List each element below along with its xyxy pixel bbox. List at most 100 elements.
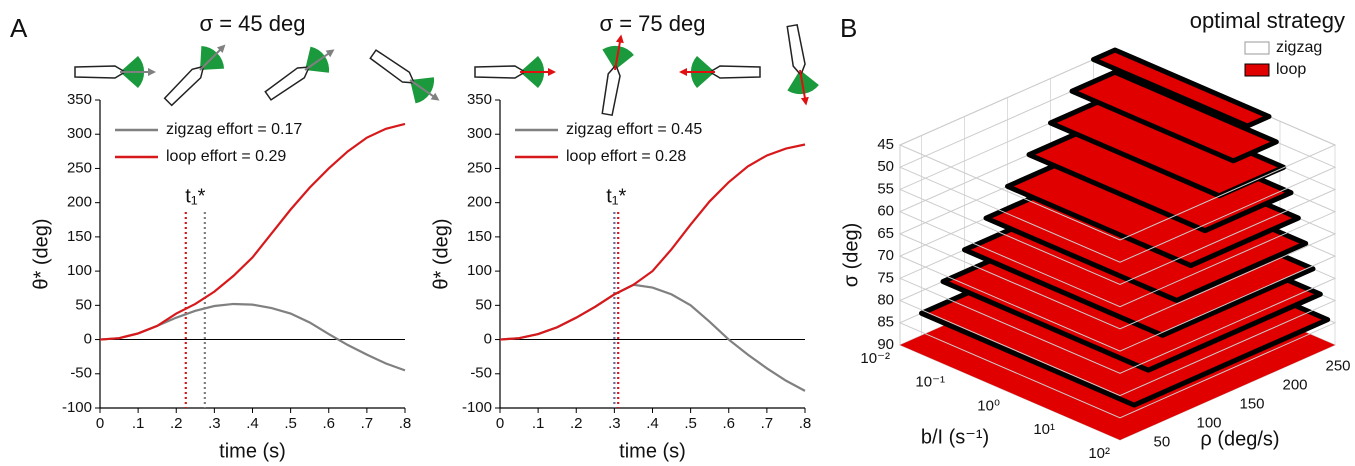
- y-axis-label: θ* (deg): [430, 218, 452, 289]
- icon-body: [474, 65, 527, 79]
- x-tick-label: 10⁻¹: [915, 374, 945, 391]
- icon: [601, 34, 634, 117]
- x-tick-label: .2: [170, 415, 183, 432]
- y-tick-label: 0: [484, 331, 492, 348]
- x-tick-label: 0: [96, 415, 104, 432]
- y-tick-label: 200: [467, 194, 492, 211]
- y-tick-label: 100: [467, 262, 492, 279]
- x-tick-label: .3: [608, 415, 621, 432]
- x-axis-label: time (s): [619, 440, 686, 462]
- legend-label: zigzag effort = 0.17: [166, 121, 302, 138]
- icon-arrow: [799, 69, 807, 102]
- series-line: [99, 122, 406, 341]
- series-line: [499, 143, 806, 341]
- x-tick-label: .7: [361, 415, 374, 432]
- series-line: [99, 302, 406, 372]
- y-tick-label: -50: [70, 365, 92, 382]
- chart-title: σ = 45 deg: [200, 11, 306, 36]
- x-tick-label: .6: [322, 415, 335, 432]
- legend-swatch: [1244, 63, 1270, 77]
- x-tick-label: .6: [722, 415, 735, 432]
- y-tick-label: 50: [75, 296, 92, 313]
- y-tick-label: 200: [67, 194, 92, 211]
- legend-label: loop effort = 0.29: [166, 148, 286, 165]
- legend-label: loop: [1276, 61, 1306, 78]
- icon-body: [264, 66, 311, 101]
- x-tick-label: .2: [570, 415, 583, 432]
- x-tick-label: 0: [496, 415, 504, 432]
- icon-arrowhead: [615, 34, 624, 44]
- x-axis-label: time (s): [219, 440, 286, 462]
- y-tick-label: 250: [1326, 357, 1351, 374]
- x-tick-label: 10⁻²: [860, 350, 890, 367]
- grid-plane: [898, 93, 1337, 285]
- y-axis-label: ρ (deg/s): [1200, 428, 1279, 450]
- icon-body: [369, 49, 416, 84]
- x-tick-label: 10²: [1088, 445, 1110, 462]
- z-tick-label: 50: [877, 158, 894, 175]
- x-tick-label: .1: [132, 415, 145, 432]
- y-tick-label: 150: [67, 228, 92, 245]
- x-tick-label: 10⁰: [977, 397, 1000, 414]
- x-tick-label: .1: [532, 415, 545, 432]
- icon-arrow: [614, 38, 622, 71]
- y-tick-label: 300: [467, 125, 492, 142]
- y-tick-label: 100: [1197, 414, 1222, 431]
- x-tick-label: .4: [646, 415, 659, 432]
- z-axis-label: σ (deg): [840, 223, 862, 288]
- loop-region: [1091, 47, 1272, 129]
- loop-region: [1069, 69, 1279, 164]
- z-tick-label: 80: [877, 292, 894, 309]
- z-tick-label: 75: [877, 269, 894, 286]
- y-tick-label: 150: [467, 228, 492, 245]
- icon: [163, 44, 226, 107]
- panel-label: A: [10, 13, 28, 43]
- y-tick-label: 250: [467, 159, 492, 176]
- icon: [679, 56, 761, 88]
- x-tick-label: .4: [246, 415, 259, 432]
- legend-swatch: [1244, 41, 1270, 55]
- x-tick-label: .8: [399, 415, 412, 432]
- icon-arrow: [304, 50, 332, 71]
- icon-arrowhead: [548, 68, 556, 76]
- x-tick-label: .3: [208, 415, 221, 432]
- icon: [786, 23, 819, 106]
- y-tick-label: 350: [67, 91, 92, 108]
- y-tick-label: 100: [67, 262, 92, 279]
- y-tick-label: 50: [475, 296, 492, 313]
- icon-body: [786, 23, 806, 77]
- x-axis-label: b/I (s⁻¹): [921, 426, 989, 448]
- icon-body: [601, 63, 621, 117]
- y-tick-label: 250: [67, 159, 92, 176]
- y-tick-label: 300: [67, 125, 92, 142]
- icon-body: [163, 65, 205, 107]
- icon: [74, 56, 156, 88]
- y-tick-label: 0: [84, 331, 92, 348]
- series-line: [499, 283, 806, 392]
- icon-arrowhead: [679, 68, 687, 76]
- z-tick-label: 55: [877, 180, 894, 197]
- x-tick-label: .5: [684, 415, 697, 432]
- legend-label: loop effort = 0.28: [566, 148, 686, 165]
- annotation: t₁*: [606, 185, 626, 207]
- annotation: t₁*: [185, 185, 205, 207]
- icon-body: [708, 65, 761, 79]
- z-tick-label: 65: [877, 225, 894, 242]
- grid-plane: [898, 49, 1337, 241]
- x-tick-label: .5: [284, 415, 297, 432]
- legend-label: zigzag: [1276, 39, 1322, 56]
- x-tick-label: .7: [761, 415, 774, 432]
- y-tick-label: -100: [462, 399, 492, 416]
- legend-label: zigzag effort = 0.45: [566, 121, 702, 138]
- y-tick-label: 150: [1240, 395, 1265, 412]
- icon: [369, 49, 440, 104]
- icon: [474, 56, 556, 88]
- icon-arrow: [199, 46, 224, 71]
- icon-arrowhead: [325, 49, 335, 58]
- y-axis-label: θ* (deg): [30, 218, 52, 289]
- icon-arrowhead: [148, 68, 156, 76]
- icon-arrowhead: [800, 96, 809, 106]
- y-tick-label: 350: [467, 91, 492, 108]
